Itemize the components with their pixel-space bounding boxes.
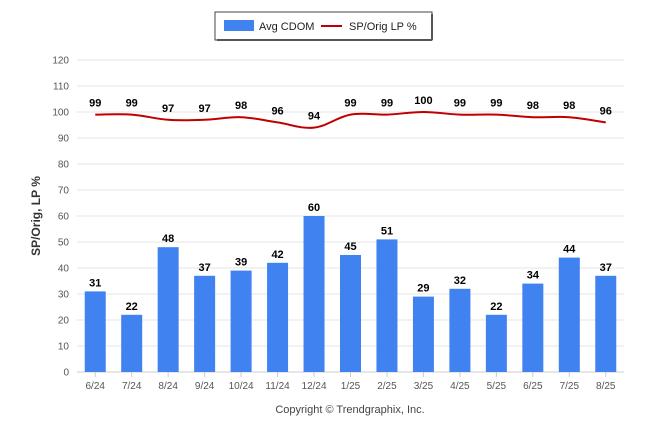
x-tick-label-6: 12/24 [302,381,327,392]
x-tick-label-12: 6/25 [523,381,543,392]
bar-data-label-6: 60 [308,202,320,214]
bar-avg-cdom-6/24[interactable] [84,291,106,372]
legend-item-sp-orig-lp[interactable]: SP/Orig LP % [321,21,417,33]
line-data-label-5: 96 [271,105,283,117]
y-tick-label-90: 90 [58,134,70,145]
x-tick-label-5: 11/24 [265,381,290,392]
bar-avg-cdom-4/25[interactable] [449,288,471,372]
bar-data-label-11: 22 [490,301,502,313]
data-labels: 31 22 48 37 39 42 60 45 51 29 32 22 34 44 37 99 99 97 97 98… [89,95,612,313]
x-tick-label-4: 10/24 [229,381,254,392]
x-tick-label-7: 1/25 [341,381,361,392]
line-data-label-14: 96 [600,105,612,117]
line-data-label-6: 94 [308,111,321,123]
y-tick-label-60: 60 [58,212,70,223]
bar-data-label-9: 29 [417,283,429,295]
line-data-label-8: 99 [381,98,393,110]
bar-data-label-12: 34 [527,270,540,282]
bar-avg-cdom-5/25[interactable] [485,314,507,372]
x-tick-label-0: 6/24 [85,381,105,392]
bar-data-label-1: 22 [126,301,138,313]
y-tick-label-110: 110 [53,82,69,93]
x-tick-label-9: 3/25 [414,381,434,392]
y-tick-label-20: 20 [58,316,70,327]
x-tick-label-13: 7/25 [560,381,580,392]
legend-item-avg-cdom[interactable]: Avg CDOM [224,20,314,33]
y-tick-label-70: 70 [58,186,70,197]
y-tick-label-0: 0 [63,368,69,379]
bar-data-label-0: 31 [89,277,101,289]
line-data-label-3: 97 [199,103,211,115]
x-tick-label-14: 8/25 [596,381,616,392]
legend-swatch-avg-cdom [224,20,254,31]
bar-avg-cdom-12/24[interactable] [303,216,325,372]
line-data-label-12: 98 [527,100,539,112]
bar-avg-cdom-7/24[interactable] [121,314,143,372]
line-data-label-7: 99 [344,98,356,110]
bar-avg-cdom-8/25[interactable] [595,275,617,372]
bar-series-avg-cdom [84,216,617,372]
y-tick-label-80: 80 [58,160,70,171]
y-tick-label-120: 120 [52,56,69,67]
y-tick-label-10: 10 [58,342,70,353]
bar-avg-cdom-6/25[interactable] [522,283,544,372]
bar-avg-cdom-10/24[interactable] [230,270,252,372]
y-tick-label-100: 100 [52,108,69,119]
legend-label-sp-orig-lp: SP/Orig LP % [349,21,417,33]
line-data-label-0: 99 [89,98,101,110]
y-tick-label-40: 40 [58,264,70,275]
legend-label-avg-cdom: Avg CDOM [259,21,314,33]
bar-avg-cdom-2/25[interactable] [376,239,398,372]
x-tick-label-8: 2/25 [377,381,397,392]
line-data-label-10: 99 [454,98,466,110]
bar-avg-cdom-1/25[interactable] [340,255,361,372]
bar-data-label-7: 45 [344,241,356,253]
line-data-label-9: 100 [414,95,432,107]
bar-data-label-3: 37 [199,262,211,274]
bar-data-label-2: 48 [162,233,174,245]
copyright-credit: Copyright © Trendgraphix, Inc. [275,404,424,416]
line-data-label-13: 98 [563,100,575,112]
y-axis-title: SP/Orig, LP % [29,176,43,256]
bar-data-label-13: 44 [563,244,576,256]
line-data-label-4: 98 [235,100,247,112]
bar-data-label-5: 42 [271,249,283,261]
line-data-label-1: 99 [126,98,138,110]
bar-avg-cdom-3/25[interactable] [412,296,434,372]
line-sp-orig-lp[interactable] [95,110,606,129]
line-data-label-2: 97 [162,103,174,115]
x-tick-label-2: 8/24 [158,381,178,392]
legend: Avg CDOM SP/Orig LP % [214,11,433,41]
bar-data-label-10: 32 [454,275,466,287]
line-series-sp-orig-lp [95,110,606,129]
bar-data-label-14: 37 [600,262,612,274]
y-tick-label-50: 50 [58,238,70,249]
y-tick-label-30: 30 [58,290,70,301]
x-tick-label-10: 4/25 [450,381,470,392]
x-tick-label-3: 9/24 [195,381,215,392]
x-tick-label-1: 7/24 [122,381,142,392]
bar-data-label-4: 39 [235,257,247,269]
bar-avg-cdom-8/24[interactable] [157,247,179,372]
line-data-label-11: 99 [490,98,502,110]
bar-data-label-8: 51 [381,225,393,237]
bar-avg-cdom-9/24[interactable] [194,275,216,372]
bar-avg-cdom-11/24[interactable] [267,262,289,372]
bar-avg-cdom-7/25[interactable] [558,257,580,372]
x-tick-label-11: 5/25 [487,381,507,392]
